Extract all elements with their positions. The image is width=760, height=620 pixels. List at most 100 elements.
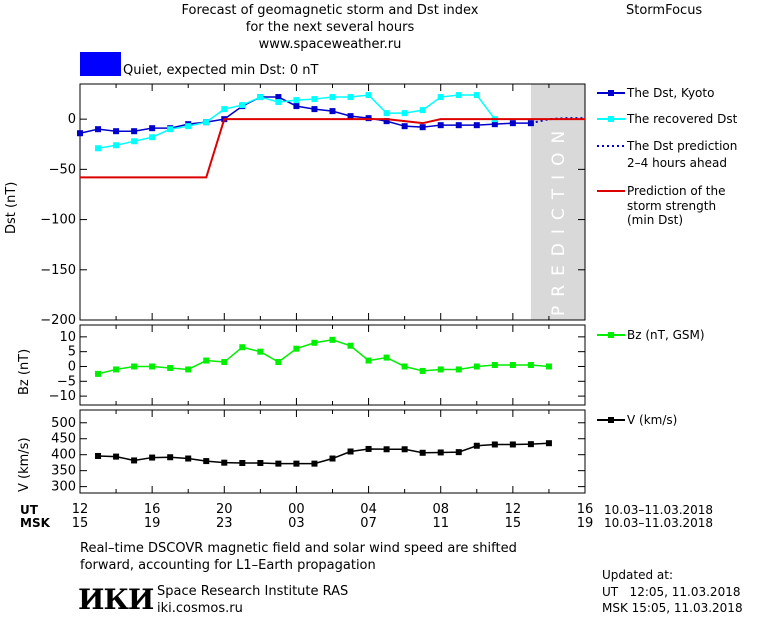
bz-series-group [95, 336, 552, 377]
dst-data-point [473, 92, 480, 99]
bz-data-point [131, 363, 138, 370]
dst-data-point [401, 123, 408, 130]
legend-storm-line3: (min Dst) [627, 213, 684, 227]
v-data-point [185, 455, 192, 462]
dst-data-point [365, 92, 372, 99]
v-data-point [545, 440, 552, 447]
legend-dst-prediction-line2: 2–4 hours ahead [627, 156, 727, 170]
institute-site-link[interactable]: iki.cosmos.ru [157, 601, 243, 616]
bz-y-tick-label: 0 [68, 359, 76, 374]
v-data-point [419, 449, 426, 456]
v-y-axis-label: V (km/s) [17, 437, 32, 492]
dst-data-point [95, 126, 102, 133]
bz-data-point [473, 363, 480, 370]
prediction-region [530, 84, 585, 320]
dst-series-line [530, 117, 585, 125]
dst-data-point [167, 126, 174, 133]
v-data-point [149, 454, 156, 461]
chart-source-url[interactable]: www.spaceweather.ru [258, 37, 402, 52]
iki-logo: ИКИ [78, 583, 154, 616]
bz-data-point [347, 342, 354, 349]
bz-data-point [203, 357, 210, 364]
bz-data-point [401, 363, 408, 370]
brand-name: StormFocus [626, 3, 703, 18]
dst-data-point [293, 97, 300, 104]
legend-dst-prediction-line1: The Dst prediction [627, 139, 738, 153]
bz-data-point [545, 363, 552, 370]
dst-data-point [275, 94, 282, 101]
status-color-swatch [80, 52, 121, 76]
v-series-group [95, 440, 552, 467]
v-data-point [437, 449, 444, 456]
v-data-point [167, 454, 174, 461]
dst-data-point [329, 94, 336, 101]
bz-data-point [329, 336, 336, 343]
v-data-point [329, 455, 336, 462]
bz-data-point [491, 362, 498, 368]
ut-tick-label: 16 [144, 502, 161, 517]
dst-data-point [293, 103, 300, 110]
msk-tick-label: 11 [432, 516, 449, 531]
dst-series-group [77, 92, 585, 179]
bz-data-point [437, 366, 444, 373]
dst-data-point [347, 94, 354, 101]
bz-data-point [311, 339, 318, 346]
dst-data-point [149, 134, 156, 141]
bz-data-point [293, 345, 300, 352]
dst-data-point [419, 107, 426, 114]
legend-storm-line2: storm strength [627, 199, 717, 213]
dst-data-point [473, 122, 480, 129]
v-data-point [455, 449, 462, 456]
dst-data-point [257, 94, 264, 101]
ut-date-range: 10.03–11.03.2018 [604, 503, 714, 517]
bz-data-point [221, 359, 228, 366]
bz-y-axis-label: Bz (nT) [17, 348, 32, 395]
dst-series-line [80, 118, 585, 179]
legend-dst-recovered: The recovered Dst [627, 112, 738, 126]
legend-bz-marker [608, 332, 614, 338]
dst-data-point [437, 122, 444, 129]
legend-dst-recovered-marker [608, 116, 614, 122]
bz-series-line [97, 339, 549, 375]
ut-tick-label: 04 [360, 502, 377, 517]
dst-data-point [239, 102, 246, 109]
v-data-point [293, 460, 300, 467]
v-data-point [383, 446, 390, 453]
v-data-point [365, 445, 372, 452]
ut-tick-label: 08 [432, 502, 449, 517]
v-data-point [311, 460, 318, 467]
dst-data-point [275, 99, 282, 106]
legend-dst-kyoto: The Dst, Kyoto [627, 86, 715, 100]
bz-data-point [95, 370, 102, 377]
dst-data-point [185, 123, 192, 130]
v-data-point [113, 453, 120, 460]
msk-tick-label: 23 [216, 516, 233, 531]
dst-data-point [131, 138, 138, 145]
msk-tick-label: 19 [577, 516, 594, 531]
ut-tick-label: 16 [577, 502, 594, 517]
v-data-point [257, 459, 264, 466]
dst-data-point [509, 120, 516, 127]
dst-data-point [95, 145, 102, 152]
bz-data-point [509, 362, 516, 368]
legend-v-marker [608, 417, 614, 423]
v-data-point [95, 452, 102, 459]
legend-bz: Bz (nT, GSM) [627, 328, 705, 342]
ut-tick-label: 20 [216, 502, 233, 517]
dst-y-tick-label: −100 [40, 213, 76, 228]
legend-v: V (km/s) [627, 413, 678, 427]
dst-data-point [419, 124, 426, 131]
bz-data-point [113, 366, 120, 373]
bz-data-point [455, 366, 462, 373]
v-data-point [527, 441, 534, 448]
bz-data-point [167, 364, 174, 371]
dst-data-point [311, 106, 318, 113]
dst-data-point [383, 118, 390, 125]
bz-y-tick-label: 5 [68, 345, 76, 360]
dst-data-point [455, 92, 462, 99]
updated-label: Updated at: [602, 568, 673, 582]
v-y-tick-label: 350 [51, 464, 76, 479]
v-data-point [347, 448, 354, 455]
bz-data-point [185, 366, 192, 373]
v-data-point [239, 459, 246, 466]
